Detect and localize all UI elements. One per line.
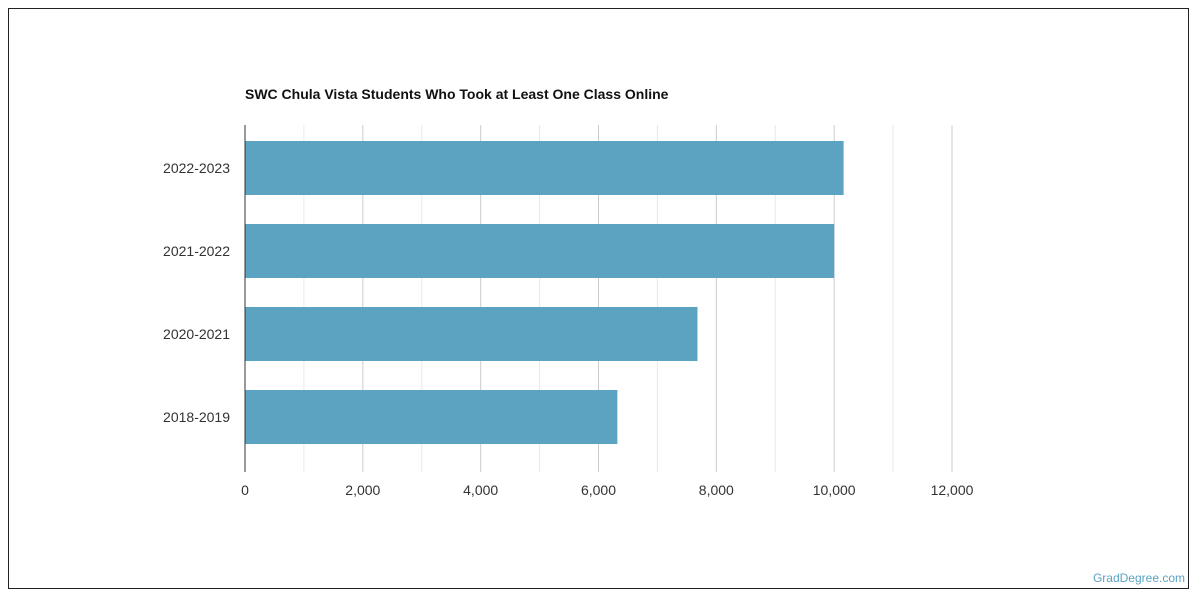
bars	[245, 141, 844, 444]
bar-2020-2021	[245, 307, 698, 361]
bar-2021-2022	[245, 224, 835, 278]
x-tick-label: 4,000	[463, 482, 498, 498]
category-labels: 2022-2023 2021-2022 2020-2021 2018-2019	[163, 160, 230, 425]
tick-labels: 0 2,000 4,000 6,000 8,000 10,000 12,000	[241, 482, 974, 498]
x-tick-label: 12,000	[931, 482, 974, 498]
bar-2018-2019	[245, 390, 618, 444]
x-tick-label: 8,000	[699, 482, 734, 498]
x-tick-label: 0	[241, 482, 249, 498]
bar-2022-2023	[245, 141, 844, 195]
x-tick-label: 6,000	[581, 482, 616, 498]
category-label: 2020-2021	[163, 326, 230, 342]
chart-title: SWC Chula Vista Students Who Took at Lea…	[245, 86, 669, 102]
source-credit[interactable]: GradDegree.com	[1092, 571, 1185, 585]
x-tick-label: 10,000	[813, 482, 856, 498]
category-label: 2022-2023	[163, 160, 230, 176]
category-label: 2021-2022	[163, 243, 230, 259]
category-label: 2018-2019	[163, 409, 230, 425]
x-tick-label: 2,000	[345, 482, 380, 498]
